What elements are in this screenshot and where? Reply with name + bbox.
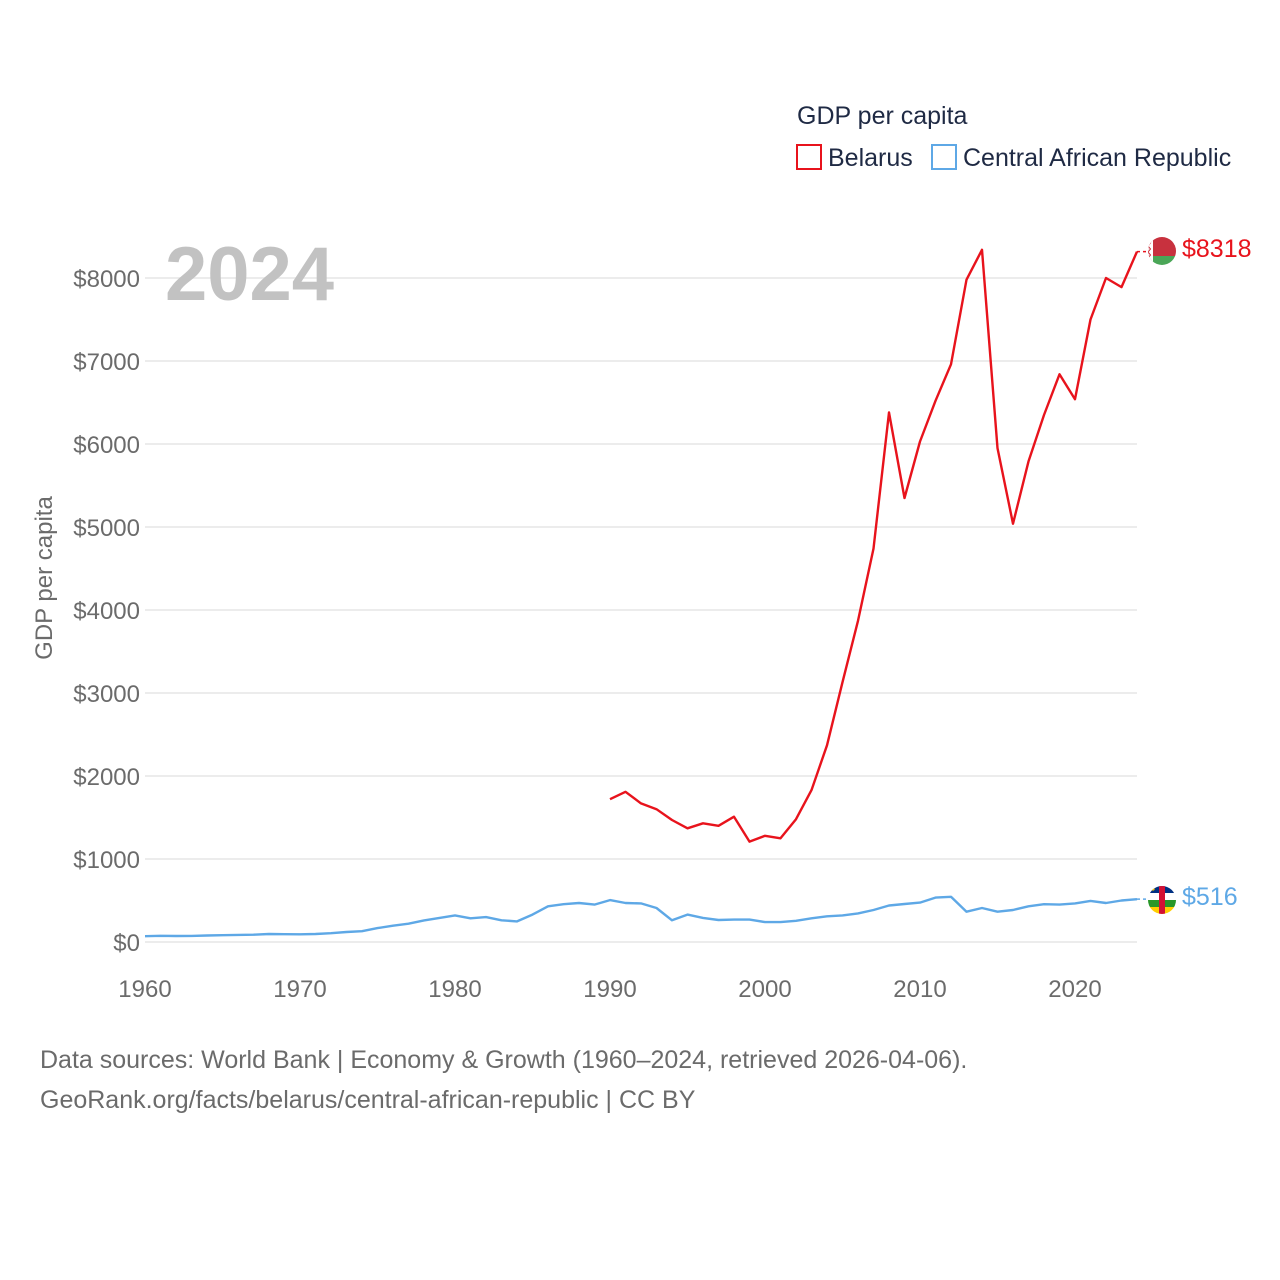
series-lines bbox=[144, 248, 1148, 938]
x-tick-label: 2000 bbox=[738, 976, 791, 1003]
y-tick-label: $4000 bbox=[73, 598, 140, 625]
y-tick-label: $1000 bbox=[73, 847, 140, 874]
year-watermark: 2024 bbox=[165, 232, 334, 317]
y-tick-label: $6000 bbox=[73, 432, 140, 459]
y-tick-label: $3000 bbox=[73, 681, 140, 708]
source-url-text: GeoRank.org/facts/belarus/central-africa… bbox=[40, 1086, 696, 1114]
x-axis-ticks: 1960 1970 1980 1990 2000 2010 2020 bbox=[118, 976, 1101, 1003]
chart: $0 $1000 $2000 $3000 $4000 $5000 $6000 $7000 $80… bbox=[31, 102, 1252, 1003]
legend: GDP per capita Belarus Central African R… bbox=[796, 102, 1231, 172]
gridlines bbox=[145, 277, 1137, 943]
legend-label-belarus: Belarus bbox=[828, 144, 913, 172]
x-tick-label: 2020 bbox=[1048, 976, 1101, 1003]
x-tick-label: 1980 bbox=[428, 976, 481, 1003]
central-african-republic-end-value-label: $516 bbox=[1182, 883, 1238, 911]
y-tick-label: $2000 bbox=[73, 764, 140, 791]
y-axis-ticks: $0 $1000 $2000 $3000 $4000 $5000 $6000 $7000 $80… bbox=[73, 266, 140, 957]
x-tick-label: 1960 bbox=[118, 976, 171, 1003]
legend-label-central-african-republic: Central African Republic bbox=[963, 144, 1231, 172]
y-axis-label: GDP per capita bbox=[31, 496, 58, 660]
source-footer: Data sources: World Bank | Economy & Gro… bbox=[40, 1040, 1240, 1120]
x-tick-label: 2010 bbox=[893, 976, 946, 1003]
data-source-text: Data sources: World Bank | Economy & Gro… bbox=[40, 1046, 968, 1074]
belarus-flag-icon bbox=[1148, 237, 1176, 265]
legend-swatch-belarus bbox=[796, 144, 822, 170]
y-tick-label: $8000 bbox=[73, 266, 140, 293]
series-line-central-african-republic bbox=[144, 895, 1138, 938]
y-tick-label: $7000 bbox=[73, 349, 140, 376]
y-tick-label: $0 bbox=[113, 930, 140, 957]
central-african-republic-flag-icon bbox=[1148, 886, 1176, 914]
series-line-belarus bbox=[609, 248, 1139, 843]
belarus-end-value-label: $8318 bbox=[1182, 235, 1252, 263]
x-tick-label: 1970 bbox=[273, 976, 326, 1003]
y-tick-label: $5000 bbox=[73, 515, 140, 542]
legend-swatch-central-african-republic bbox=[931, 144, 957, 170]
x-tick-label: 1990 bbox=[583, 976, 636, 1003]
legend-title: GDP per capita bbox=[797, 102, 968, 130]
